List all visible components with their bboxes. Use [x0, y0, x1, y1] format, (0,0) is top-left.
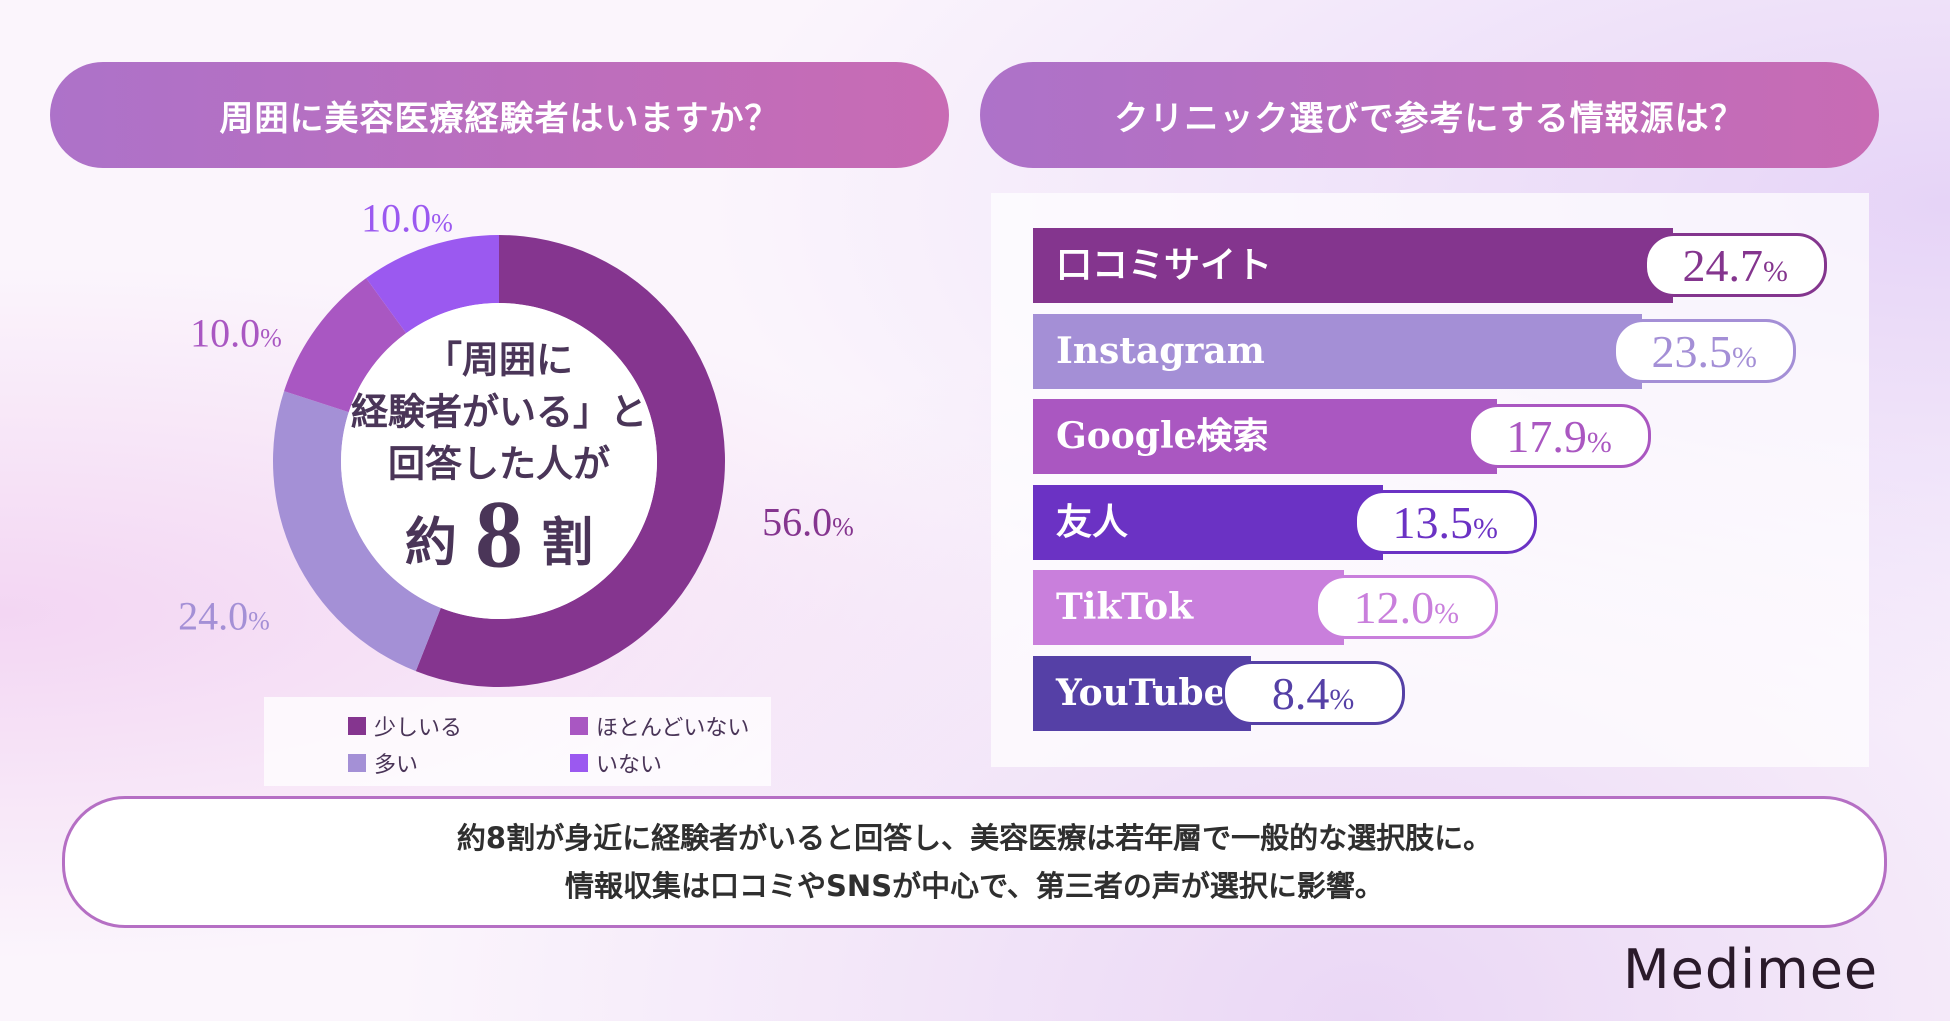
bar-category-label: YouTube: [1056, 671, 1227, 714]
legend-item: いない: [570, 747, 662, 779]
left-title: 周囲に美容医療経験者はいますか？: [50, 62, 949, 168]
summary-box: 約8割が身近に経験者がいると回答し、美容医療は若年層で一般的な選択肢に。 情報収…: [62, 796, 1887, 928]
legend-item: 少しいる: [348, 710, 462, 742]
bar-value-label: 24.7%: [1643, 233, 1827, 297]
legend-item: ほとんどいない: [570, 710, 749, 742]
percent-sign: %: [1329, 682, 1355, 716]
legend-swatch: [570, 754, 588, 772]
percent-sign: %: [1434, 597, 1459, 630]
bar: [1033, 484, 1383, 560]
bar-category-label: 口コミサイト: [1056, 244, 1273, 286]
legend-item: 多い: [348, 747, 418, 779]
legend-swatch: [570, 717, 588, 735]
slice-value: 56.0: [762, 499, 833, 545]
slice-value: 10.0: [361, 195, 432, 241]
center-pre: 約: [404, 512, 457, 574]
bar-value-label: 13.5%: [1353, 489, 1537, 554]
donut-slice: [366, 235, 499, 334]
legend-swatch: [348, 754, 366, 772]
center-line-1: 「周囲に: [425, 337, 573, 382]
percent-sign: %: [260, 323, 282, 353]
percent-sign: %: [1472, 511, 1498, 545]
percent-sign: %: [832, 512, 854, 542]
slice-value-label: 56.0%: [762, 499, 854, 546]
legend-swatch: [348, 717, 366, 735]
slice-value: 24.0: [178, 593, 249, 639]
percent-sign: %: [1763, 255, 1788, 288]
slice-value-label: 10.0%: [190, 310, 282, 357]
bar-category-label: Instagram: [1056, 329, 1265, 372]
summary-line-2: 情報収集は口コミやSNSが中心で、第三者の声が選択に影響。: [565, 869, 1384, 903]
percent-sign: %: [431, 208, 453, 238]
bar-category-label: 友人: [1056, 500, 1129, 543]
percent-sign: %: [1731, 340, 1757, 374]
bar-value-label: 23.5%: [1612, 318, 1796, 383]
bar: [1033, 570, 1344, 645]
center-line-3: 回答した人が: [388, 441, 610, 486]
bar-value: 17.9: [1506, 411, 1587, 462]
medimee-logo: Medimee: [1623, 938, 1879, 1001]
bar-value-label: 12.0%: [1314, 575, 1498, 639]
bar-category-label: Google検索: [1056, 415, 1269, 457]
donut-chart: [273, 235, 726, 687]
bar: [1033, 399, 1497, 474]
bar-value: 23.5: [1651, 325, 1732, 377]
bar-value: 12.0: [1353, 582, 1435, 633]
bar-value: 8.4: [1271, 667, 1330, 719]
legend-label: ほとんどいない: [596, 716, 750, 741]
slice-value-label: 10.0%: [361, 195, 453, 242]
center-line-2: 経験者がいる」と: [351, 389, 647, 434]
center-post: 割: [541, 512, 594, 574]
bar-value-label: 8.4%: [1221, 660, 1405, 725]
bar-value: 13.5: [1392, 496, 1473, 548]
donut-hole: [341, 303, 657, 619]
bar-value-label: 17.9%: [1467, 404, 1651, 468]
donut-legend: 少しいる ほとんどいない多い いない: [264, 697, 771, 786]
legend-label: 少しいる: [374, 716, 463, 741]
legend-label: いない: [596, 753, 663, 778]
bar-value: 24.7: [1682, 240, 1764, 291]
donut-slice: [284, 278, 407, 413]
slice-value: 10.0: [190, 310, 261, 356]
bar-category-label: TikTok: [1056, 586, 1194, 628]
bar: [1033, 228, 1673, 303]
donut-slice: [273, 391, 441, 672]
legend-label: 多い: [374, 753, 419, 778]
percent-sign: %: [248, 606, 270, 636]
percent-sign: %: [1586, 426, 1612, 459]
right-title: クリニック選びで参考にする情報源は？: [980, 62, 1879, 168]
slice-value-label: 24.0%: [178, 593, 270, 640]
donut-slice: [415, 235, 726, 687]
summary-line-1: 約8割が身近に経験者がいると回答し、美容医療は若年層で一般的な選択肢に。: [456, 821, 1493, 855]
donut-center-text: 「周囲に 経験者がいる」と 回答した人が 約 8 割: [351, 334, 647, 589]
bar: [1033, 313, 1642, 389]
bar: [1033, 655, 1251, 731]
center-number: 8: [475, 480, 523, 588]
